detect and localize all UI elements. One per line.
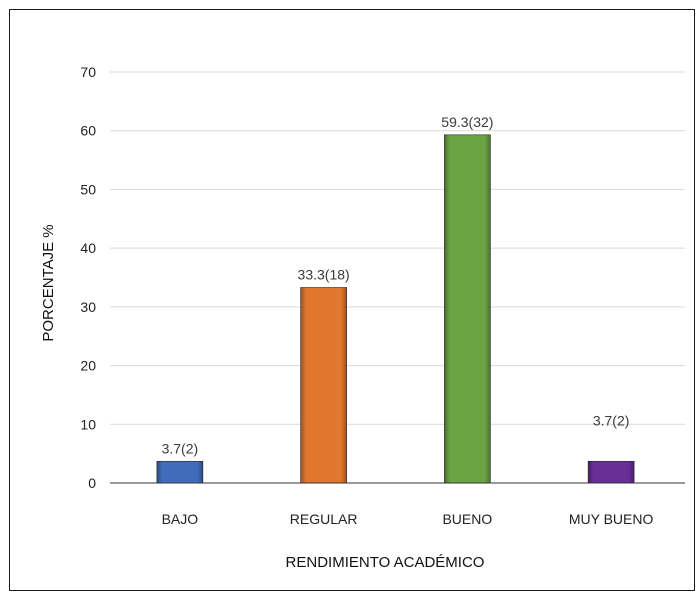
data-label: 59.3(32) bbox=[441, 114, 493, 130]
data-label: 33.3(18) bbox=[298, 266, 350, 282]
bar-shading bbox=[444, 134, 491, 483]
data-label: 3.7(2) bbox=[593, 412, 630, 428]
chart-frame bbox=[9, 9, 695, 591]
y-tick-label: 60 bbox=[80, 123, 96, 139]
bar-shading bbox=[156, 461, 203, 483]
y-tick-label: 70 bbox=[80, 64, 96, 80]
y-tick-label: 50 bbox=[80, 181, 96, 197]
y-tick-label: 0 bbox=[88, 475, 96, 491]
x-tick-label: REGULAR bbox=[290, 511, 358, 527]
x-axis-category-labels: BAJO REGULAR BUENO MUY BUENO bbox=[162, 511, 654, 527]
y-tick-label: 10 bbox=[80, 416, 96, 432]
data-label: 3.7(2) bbox=[162, 440, 199, 456]
data-labels: 3.7(2) 33.3(18) 59.3(32) 3.7(2) bbox=[162, 114, 630, 456]
y-tick-label: 40 bbox=[80, 240, 96, 256]
y-tick-label: 30 bbox=[80, 299, 96, 315]
bar-shading bbox=[588, 461, 635, 483]
bar-shading bbox=[300, 287, 347, 483]
x-tick-label: BUENO bbox=[442, 511, 492, 527]
x-tick-label: BAJO bbox=[162, 511, 199, 527]
y-axis-ticks: 0 10 20 30 40 50 60 70 bbox=[80, 64, 96, 491]
x-tick-label: MUY BUENO bbox=[569, 511, 654, 527]
bars bbox=[156, 134, 635, 484]
x-axis-title: RENDIMIENTO ACADÉMICO bbox=[286, 554, 485, 571]
y-tick-label: 20 bbox=[80, 358, 96, 374]
y-axis-title: PORCENTAJE % bbox=[40, 224, 57, 341]
gridlines bbox=[110, 71, 685, 425]
